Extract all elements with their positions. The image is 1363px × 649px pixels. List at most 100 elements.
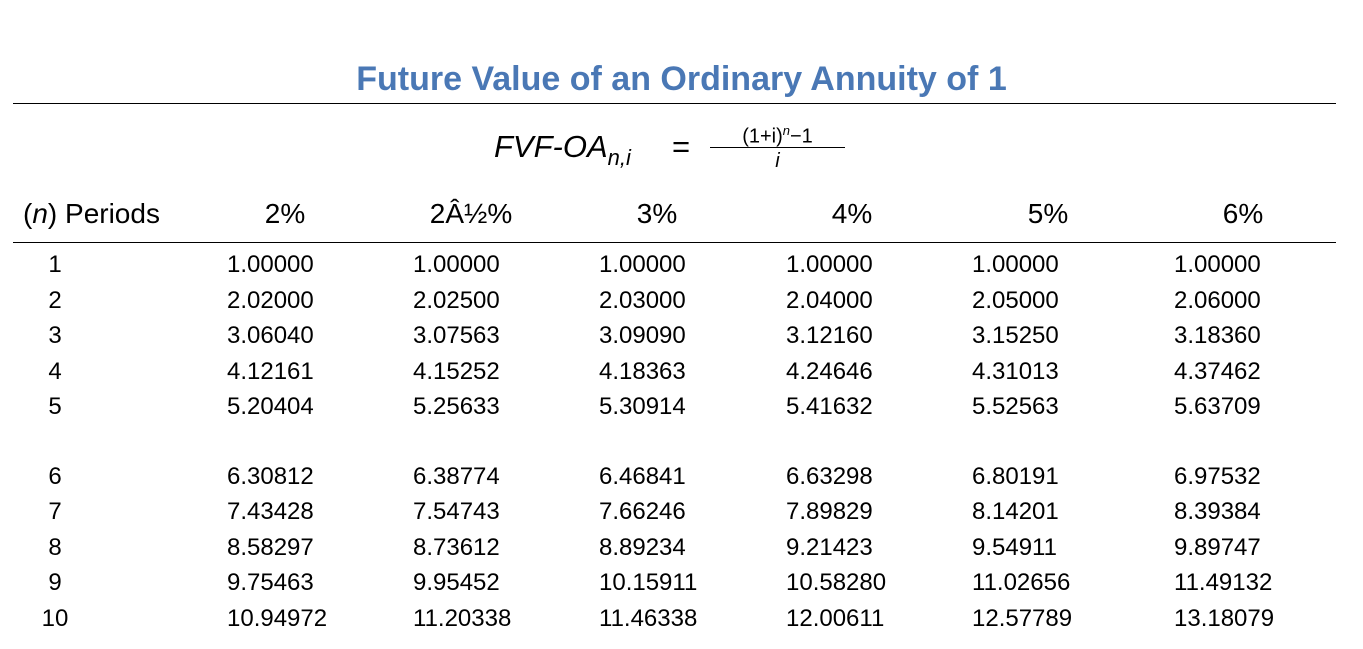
factor-cell: 1.00000 bbox=[786, 251, 873, 278]
formula-numerator-exponent: n bbox=[782, 123, 790, 138]
factor-cell: 2.04000 bbox=[786, 286, 873, 314]
formula-numerator-tail: −1 bbox=[790, 125, 813, 148]
formula-fraction: (1+i)n−1 i bbox=[710, 117, 845, 174]
rate-header: 6% bbox=[1222, 198, 1264, 229]
factor-cell: 5.20404 bbox=[227, 393, 314, 420]
factor-cell: 9.89747 bbox=[1174, 533, 1261, 561]
table-row: 3 3.06040 3.07563 3.09090 3.12160 3.15250 3.18… bbox=[0, 321, 1363, 357]
factor-cell: 2.06000 bbox=[1174, 286, 1261, 314]
period-number: 4 bbox=[48, 357, 62, 385]
period-number: 1 bbox=[48, 251, 62, 278]
rate-header: 2% bbox=[264, 198, 306, 229]
factor-cell: 9.54911 bbox=[972, 533, 1057, 561]
factor-cell: 11.49132 bbox=[1174, 569, 1273, 596]
factor-cell: 5.63709 bbox=[1174, 393, 1261, 420]
table-row: 2 2.02000 2.02500 2.03000 2.04000 2.05000 2.06… bbox=[0, 286, 1363, 322]
formula-numerator: (1+i)n−1 bbox=[710, 117, 845, 148]
formula-lhs: FVF-OAn,i bbox=[494, 129, 631, 170]
header-divider bbox=[13, 242, 1336, 243]
factor-cell: 3.06040 bbox=[227, 322, 314, 349]
factor-cell: 7.89829 bbox=[786, 498, 873, 525]
table-row: 8 8.58297 8.73612 8.89234 9.21423 9.54911 9.89… bbox=[0, 533, 1363, 569]
factor-cell: 3.12160 bbox=[786, 322, 873, 349]
factor-cell: 1.00000 bbox=[599, 251, 686, 278]
factor-cell: 8.89234 bbox=[599, 533, 686, 561]
factor-cell: 4.31013 bbox=[972, 357, 1059, 385]
factor-cell: 8.73612 bbox=[413, 533, 500, 561]
table-row: 9 9.75463 9.95452 10.15911 10.58280 11.02656 1… bbox=[0, 568, 1363, 604]
factor-cell: 9.95452 bbox=[413, 569, 500, 596]
title-divider bbox=[13, 103, 1336, 104]
formula-denominator: i bbox=[775, 150, 780, 172]
factor-cell: 7.43428 bbox=[227, 498, 314, 525]
factor-cell: 6.63298 bbox=[786, 462, 873, 490]
rate-header: 2Â½% bbox=[429, 198, 513, 229]
factor-cell: 3.09090 bbox=[599, 322, 686, 349]
period-number: 9 bbox=[48, 569, 62, 596]
factor-cell: 8.14201 bbox=[972, 498, 1059, 525]
factor-cell: 2.02000 bbox=[227, 286, 314, 314]
period-number: 10 bbox=[41, 604, 69, 632]
formula-lhs-text: FVF-OA bbox=[494, 129, 608, 164]
table-row: 10 10.94972 11.20338 11.46338 12.00611 12.577… bbox=[0, 604, 1363, 640]
factor-cell: 10.94972 bbox=[227, 604, 328, 632]
factor-cell: 5.30914 bbox=[599, 393, 686, 420]
factor-cell: 6.30812 bbox=[227, 462, 314, 490]
factor-cell: 7.66246 bbox=[599, 498, 686, 525]
factor-cell: 10.15911 bbox=[599, 569, 698, 596]
rate-header: 5% bbox=[1027, 198, 1069, 229]
factor-cell: 6.38774 bbox=[413, 462, 500, 490]
factor-cell: 6.46841 bbox=[599, 462, 686, 490]
factor-cell: 13.18079 bbox=[1174, 604, 1275, 632]
factor-cell: 6.97532 bbox=[1174, 462, 1261, 490]
table-header: (n) Periods 2% 2Â½% 3% 4% 5% 6% bbox=[0, 198, 1363, 234]
factor-cell: 2.03000 bbox=[599, 286, 686, 314]
formula-equals: = bbox=[672, 129, 691, 164]
factor-cell: 8.39384 bbox=[1174, 498, 1261, 525]
factor-cell: 1.00000 bbox=[227, 251, 314, 278]
period-number: 6 bbox=[48, 462, 62, 490]
factor-cell: 12.00611 bbox=[786, 604, 885, 632]
formula-numerator-base: (1+i) bbox=[742, 125, 783, 148]
factor-cell: 5.25633 bbox=[413, 393, 500, 420]
table-row: 4 4.12161 4.15252 4.18363 4.24646 4.31013 4.37… bbox=[0, 357, 1363, 393]
factor-cell: 8.58297 bbox=[227, 533, 314, 561]
factor-cell: 2.05000 bbox=[972, 286, 1059, 314]
factor-cell: 2.02500 bbox=[413, 286, 500, 314]
factor-cell: 3.18360 bbox=[1174, 322, 1261, 349]
table-row: 6 6.30812 6.38774 6.46841 6.63298 6.80191 6.97… bbox=[0, 462, 1363, 498]
period-number: 2 bbox=[48, 286, 62, 314]
page-title: Future Value of an Ordinary Annuity of 1 bbox=[356, 60, 1007, 98]
rate-header: 4% bbox=[831, 198, 873, 229]
table-row: 7 7.43428 7.54743 7.66246 7.89829 8.14201 8.39… bbox=[0, 497, 1363, 533]
periods-header: (n) Periods bbox=[23, 198, 160, 229]
factor-cell: 5.52563 bbox=[972, 393, 1059, 420]
factor-cell: 4.24646 bbox=[786, 357, 873, 385]
factor-cell: 12.57789 bbox=[972, 604, 1073, 632]
periods-n: n bbox=[32, 198, 48, 229]
factor-cell: 10.58280 bbox=[786, 569, 887, 596]
period-number: 5 bbox=[48, 393, 62, 420]
periods-label: Periods bbox=[65, 198, 160, 229]
fraction-bar bbox=[710, 147, 845, 148]
table-row: 5 5.20404 5.25633 5.30914 5.41632 5.52563 5.63… bbox=[0, 392, 1363, 428]
factor-cell: 4.37462 bbox=[1174, 357, 1261, 385]
factor-cell: 5.41632 bbox=[786, 393, 873, 420]
factor-cell: 1.00000 bbox=[413, 251, 500, 278]
table-body: 1 1.00000 1.00000 1.00000 1.00000 1.00000 1.00… bbox=[0, 250, 1363, 639]
formula-subscript: n,i bbox=[607, 145, 631, 170]
factor-cell: 4.12161 bbox=[227, 357, 314, 385]
factor-cell: 9.21423 bbox=[786, 533, 873, 561]
period-number: 8 bbox=[48, 533, 62, 561]
factor-cell: 4.15252 bbox=[413, 357, 500, 385]
factor-cell: 9.75463 bbox=[227, 569, 314, 596]
factor-cell: 7.54743 bbox=[413, 498, 500, 525]
factor-cell: 6.80191 bbox=[972, 462, 1059, 490]
factor-cell: 11.20338 bbox=[413, 604, 512, 632]
factor-cell: 3.07563 bbox=[413, 322, 500, 349]
factor-cell: 3.15250 bbox=[972, 322, 1059, 349]
factor-cell: 11.02656 bbox=[972, 569, 1071, 596]
factor-cell: 11.46338 bbox=[599, 604, 698, 632]
factor-cell: 1.00000 bbox=[972, 251, 1059, 278]
factor-cell: 4.18363 bbox=[599, 357, 686, 385]
